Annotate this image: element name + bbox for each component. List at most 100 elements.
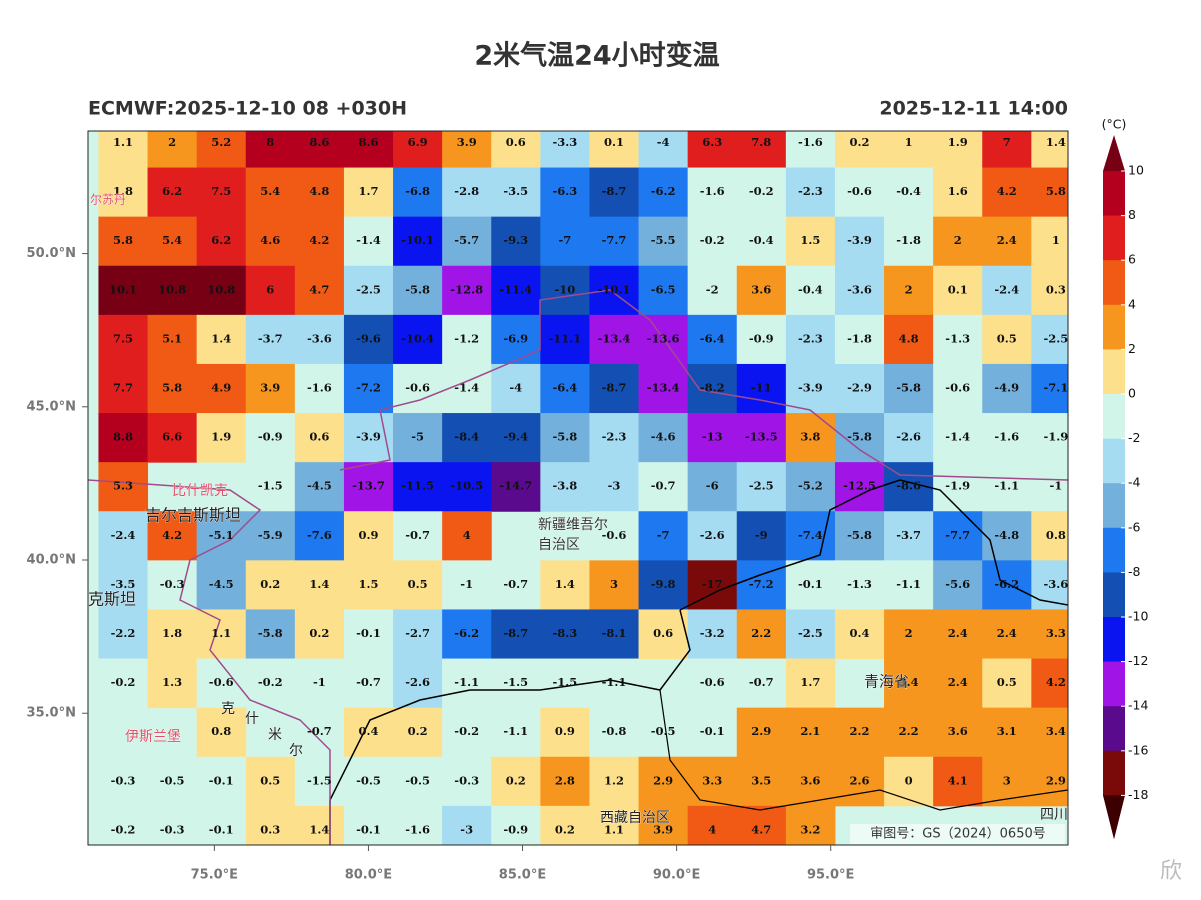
value-label: 0.6 bbox=[506, 135, 526, 149]
value-label: 1 bbox=[905, 135, 913, 149]
cell bbox=[491, 462, 541, 512]
y-tick-label: 40.0°N bbox=[27, 553, 76, 568]
value-label: -5.2 bbox=[798, 479, 823, 493]
cell bbox=[294, 805, 345, 845]
cell bbox=[687, 462, 738, 512]
cell bbox=[393, 805, 443, 845]
place-label: 新疆维吾尔 bbox=[538, 517, 608, 533]
province-border bbox=[679, 479, 1068, 611]
cell bbox=[884, 756, 934, 807]
cell bbox=[196, 756, 247, 807]
value-label: -0.4 bbox=[749, 233, 774, 247]
cell bbox=[442, 707, 492, 758]
cell bbox=[687, 413, 738, 463]
value-label: 5.2 bbox=[211, 135, 231, 149]
value-label: -7 bbox=[657, 528, 670, 542]
cell bbox=[638, 462, 689, 512]
value-label: 3.4 bbox=[899, 675, 919, 689]
cell bbox=[884, 658, 934, 709]
value-label: -1.6 bbox=[798, 135, 823, 149]
cell bbox=[442, 658, 492, 709]
title: 2米气温24小时变温 bbox=[474, 40, 719, 72]
cell bbox=[884, 511, 934, 561]
cell bbox=[393, 265, 443, 316]
cell bbox=[393, 216, 443, 267]
cell bbox=[736, 756, 787, 807]
value-label: 1.5 bbox=[358, 577, 378, 591]
value-label: -1.1 bbox=[602, 675, 627, 689]
value-label: -1.5 bbox=[307, 773, 332, 787]
value-label: 1.7 bbox=[800, 675, 820, 689]
value-label: -1 bbox=[313, 675, 326, 689]
cell bbox=[294, 363, 345, 414]
cell bbox=[982, 756, 1032, 807]
cell bbox=[245, 462, 296, 512]
value-label: -2.9 bbox=[847, 381, 872, 395]
value-label: 3.8 bbox=[800, 430, 820, 444]
value-label: -0.7 bbox=[405, 528, 430, 542]
cell bbox=[442, 511, 492, 561]
value-label: -0.1 bbox=[798, 577, 823, 591]
cell bbox=[933, 658, 983, 709]
value-label: -2.3 bbox=[798, 184, 823, 198]
value-label: 0.2 bbox=[555, 822, 575, 836]
cell bbox=[491, 707, 541, 758]
cell bbox=[933, 609, 983, 660]
value-label: -1.1 bbox=[503, 724, 528, 738]
value-label: -1.3 bbox=[847, 577, 872, 591]
value-label: 2 bbox=[954, 233, 962, 247]
cell bbox=[98, 511, 149, 561]
value-label: 1.1 bbox=[113, 135, 133, 149]
cell bbox=[687, 609, 738, 660]
value-label: -0.2 bbox=[749, 184, 774, 198]
value-label: 1.5 bbox=[800, 233, 820, 247]
cell bbox=[540, 560, 590, 610]
country-border bbox=[339, 289, 1068, 481]
approval-number: 审图号：GS（2024）0650号 bbox=[870, 827, 1046, 842]
cell bbox=[442, 363, 492, 414]
cell bbox=[884, 413, 934, 463]
colorbar-segment bbox=[1103, 171, 1125, 217]
subtitle-left: ECMWF:2025-12-10 08 +030H bbox=[88, 98, 407, 120]
cell bbox=[245, 314, 296, 365]
value-label: -12.5 bbox=[843, 479, 876, 493]
colorbar-label: -8 bbox=[1128, 564, 1141, 579]
value-label: -0.9 bbox=[749, 331, 774, 345]
value-label: -5.8 bbox=[896, 381, 921, 395]
value-label: -3 bbox=[460, 822, 473, 836]
value-label: -7 bbox=[559, 233, 572, 247]
cell bbox=[1031, 707, 1068, 758]
cell bbox=[393, 167, 443, 218]
value-label: -0.9 bbox=[503, 822, 528, 836]
y-tick-label: 50.0°N bbox=[27, 246, 76, 261]
value-label: 0.8 bbox=[211, 724, 231, 738]
cell bbox=[687, 314, 738, 365]
value-label: 0.3 bbox=[1046, 282, 1066, 296]
value-label: -1.6 bbox=[994, 430, 1019, 444]
cell bbox=[1031, 314, 1068, 365]
cell bbox=[1031, 131, 1068, 169]
cell bbox=[245, 511, 296, 561]
cell bbox=[343, 167, 394, 218]
value-label: 10.1 bbox=[109, 282, 137, 296]
cell bbox=[98, 167, 149, 218]
cell bbox=[884, 707, 934, 758]
cell bbox=[933, 413, 983, 463]
cell bbox=[589, 560, 640, 610]
value-label: -17 bbox=[702, 577, 723, 591]
cell bbox=[147, 216, 198, 267]
cell bbox=[540, 805, 590, 845]
value-label: 2.6 bbox=[849, 773, 869, 787]
subtitle-right: 2025-12-11 14:00 bbox=[879, 98, 1068, 120]
value-label: -6.2 bbox=[454, 626, 479, 640]
value-label: 1.4 bbox=[555, 577, 575, 591]
value-label: -0.2 bbox=[111, 675, 136, 689]
value-label: 4.7 bbox=[309, 282, 329, 296]
value-label: -3.2 bbox=[700, 626, 725, 640]
value-label: -4.5 bbox=[209, 577, 234, 591]
value-label: -3.9 bbox=[847, 233, 872, 247]
value-label: 2.1 bbox=[800, 724, 820, 738]
cell bbox=[687, 756, 738, 807]
cell bbox=[294, 511, 345, 561]
approval-box bbox=[850, 824, 1065, 844]
